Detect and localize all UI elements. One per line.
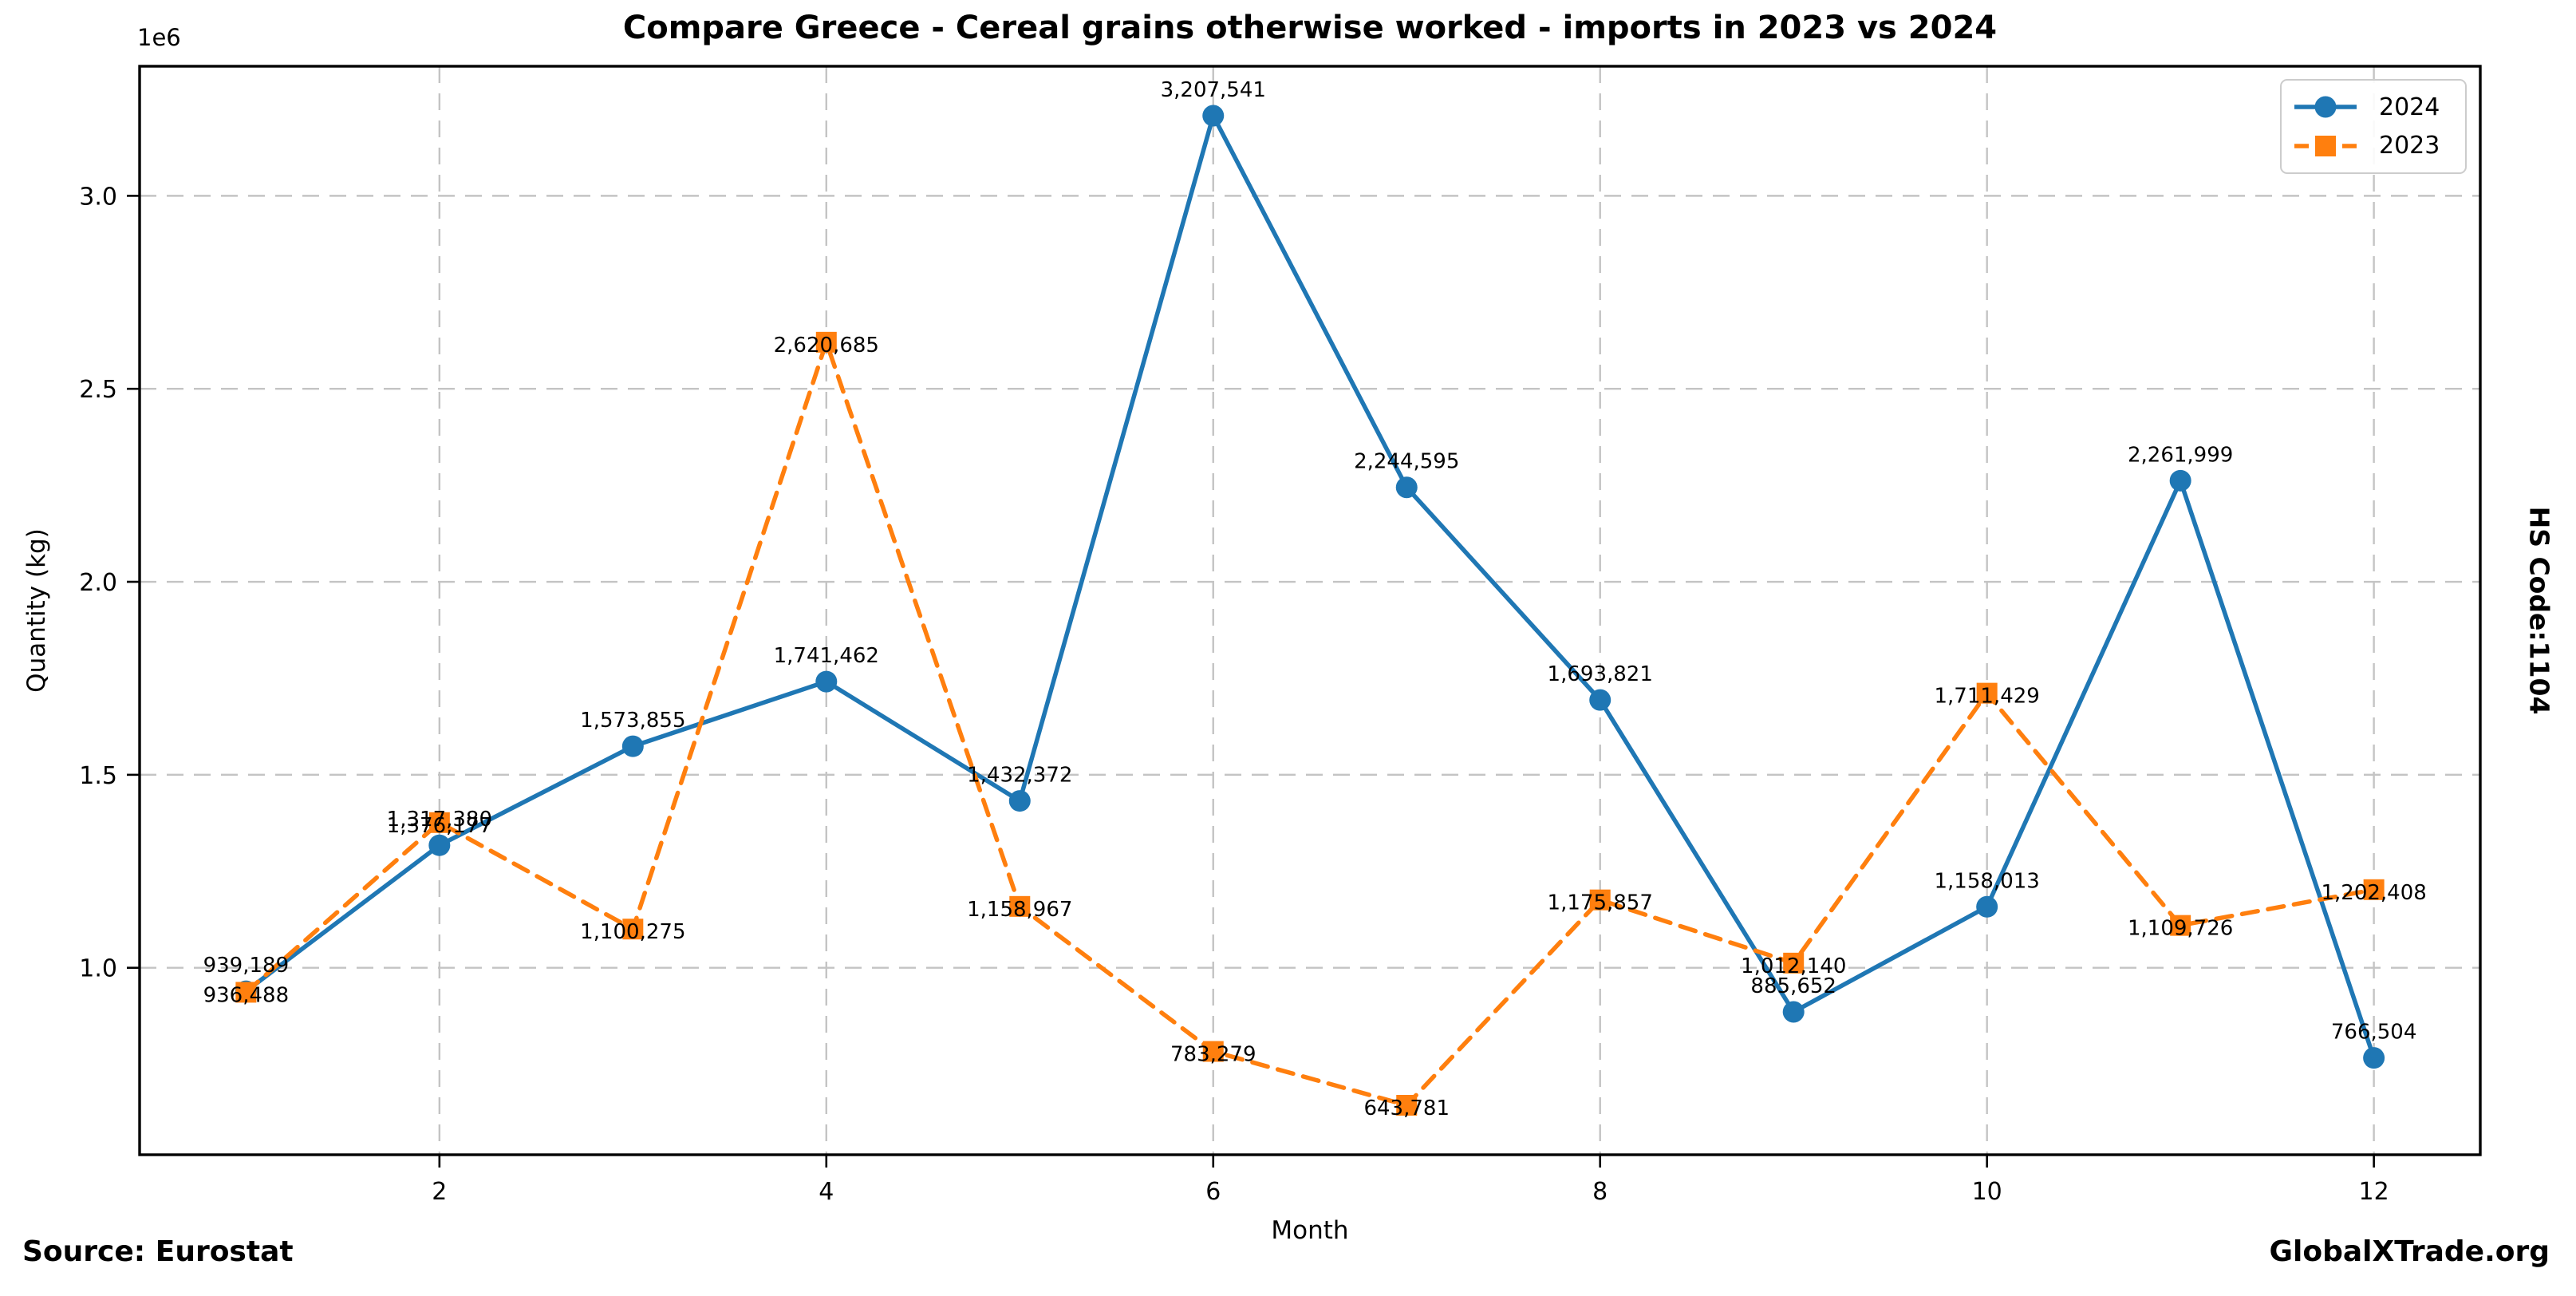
data-point-2024-m4 [815,670,838,693]
y-tick-label: 3.0 [79,183,117,211]
data-point-2023-m12 [2363,879,2385,900]
data-label-2023-m7: 643,781 [1363,1096,1450,1120]
data-label-2023-m9: 1,012,140 [1741,954,1846,978]
data-label-2023-m2: 1,376,177 [387,814,492,838]
plot-frame [138,65,2482,1156]
data-point-2024-m10 [1976,895,1998,918]
data-label-2024-m6: 3,207,541 [1161,78,1266,102]
chart-title: Compare Greece - Cereal grains otherwise… [622,10,1998,46]
legend-label-2023: 2023 [2379,132,2440,160]
data-label-2023-m12: 1,202,408 [2321,881,2426,905]
data-point-2023-m9 [1783,952,1805,974]
legend-circle-marker-icon [2314,96,2337,118]
data-point-2023-m10 [1976,682,1998,704]
hs-code-label: HS Code:1104 [2523,506,2555,715]
x-tick-label: 12 [2359,1178,2389,1206]
y-axis-label: Quantity (kg) [22,528,51,693]
brand-label: GlobalXTrade.org [2269,1235,2550,1268]
data-label-2023-m11: 1,109,726 [2128,917,2233,941]
x-axis-label: Month [1271,1216,1349,1245]
data-label-2023-m1: 936,488 [203,983,290,1007]
data-label-2024-m10: 1,158,013 [1935,869,2040,893]
data-point-2023-m3 [622,919,644,940]
legend-label-2024: 2024 [2379,93,2440,121]
legend-line-sample-2023 [2294,135,2357,156]
y-tick-label: 1.5 [79,762,117,790]
data-label-2024-m11: 2,261,999 [2128,443,2233,467]
x-tick-label: 6 [1205,1178,1221,1206]
data-label-2024-m3: 1,573,855 [580,709,685,733]
data-point-2023-m2 [428,812,450,833]
legend: 2024 2023 [2280,79,2467,174]
data-point-2023-m11 [2170,915,2191,936]
data-label-2024-m7: 2,244,595 [1354,450,1459,474]
legend-line-sample-2024 [2294,96,2357,118]
data-point-2023-m6 [1202,1041,1224,1062]
legend-item-2024: 2024 [2293,93,2454,121]
data-point-2024-m7 [1395,476,1418,499]
x-tick-label: 2 [432,1178,447,1206]
y-axis-offset-label: 1e6 [137,24,181,51]
y-tick-label: 2.0 [79,569,117,597]
x-tick-label: 10 [1972,1178,2002,1206]
data-point-2023-m7 [1396,1095,1418,1116]
y-tick-label: 2.5 [79,376,117,404]
data-label-2023-m10: 1,711,429 [1935,685,2040,709]
data-point-2024-m12 [2363,1047,2385,1069]
data-label-2023-m8: 1,175,857 [1548,891,1653,915]
data-label-2024-m1: 939,189 [203,954,290,978]
data-label-2023-m5: 1,158,967 [967,898,1072,922]
data-label-2024-m12: 766,504 [2331,1021,2417,1045]
data-point-2023-m1 [235,982,257,1003]
series-line-2024 [243,113,2377,1061]
data-point-2024-m9 [1782,1001,1805,1023]
data-point-2024-m8 [1589,689,1611,711]
data-point-2023-m8 [1589,889,1611,911]
data-point-2024-m3 [621,735,644,757]
data-label-2023-m4: 2,620,685 [774,334,879,358]
y-tick-label: 1.0 [79,955,117,983]
data-label-2024-m9: 885,652 [1750,974,1836,998]
data-label-2024-m8: 1,693,821 [1548,662,1653,686]
legend-item-2023: 2023 [2293,132,2454,160]
data-point-2024-m5 [1008,790,1031,812]
data-point-2024-m6 [1202,105,1225,127]
data-label-2024-m4: 1,741,462 [774,644,879,668]
data-point-2024-m11 [2169,469,2191,492]
x-tick-label: 8 [1592,1178,1608,1206]
series-line-2023 [243,340,2377,1108]
data-label-2024-m5: 1,432,372 [967,764,1072,788]
data-label-2024-m2: 1,317,380 [387,808,492,832]
data-point-2023-m4 [815,331,837,353]
data-label-2023-m6: 783,279 [1170,1043,1256,1067]
legend-square-marker-icon [2315,135,2336,156]
source-label: Source: Eurostat [22,1235,294,1268]
data-label-2023-m3: 1,100,275 [580,920,685,944]
data-point-2023-m5 [1009,895,1031,917]
data-point-2024-m2 [428,834,451,856]
x-tick-label: 4 [819,1178,834,1206]
